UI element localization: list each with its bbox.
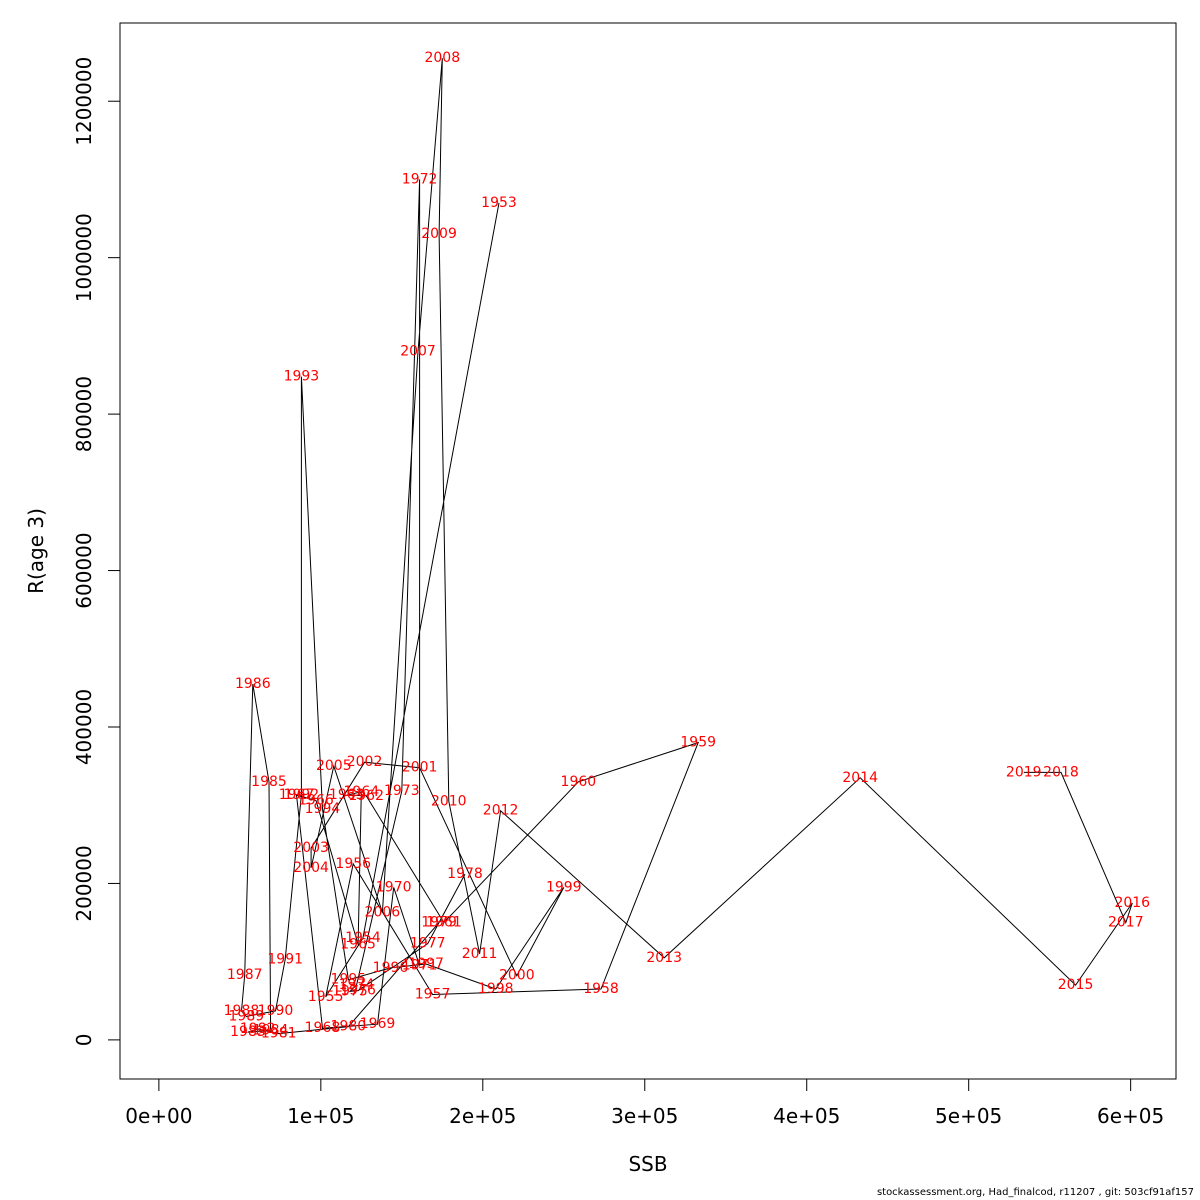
- x-tick-label: 1e+05: [287, 1104, 354, 1128]
- point-label-1959: 1959: [680, 735, 716, 751]
- series-trajectory-line: [240, 58, 1133, 1035]
- point-label-1994: 1994: [305, 801, 341, 817]
- point-label-2016: 2016: [1114, 895, 1150, 911]
- y-tick-label: 1200000: [72, 57, 96, 146]
- point-label-1978: 1978: [447, 866, 483, 882]
- point-label-1971: 1971: [402, 958, 438, 974]
- point-label-1963: 1963: [329, 787, 365, 803]
- point-label-1976: 1976: [340, 983, 376, 999]
- point-label-2001: 2001: [402, 760, 438, 776]
- point-label-1964: 1964: [344, 784, 380, 800]
- point-label-2015: 2015: [1058, 977, 1094, 993]
- point-label-1980: 1980: [331, 1019, 367, 1035]
- point-label-1958: 1958: [583, 981, 619, 997]
- point-label-2013: 2013: [646, 950, 682, 966]
- y-tick-label: 0: [72, 1034, 96, 1047]
- point-label-1995: 1995: [331, 972, 367, 988]
- x-tick-label: 0e+00: [125, 1104, 192, 1128]
- point-label-2006: 2006: [365, 904, 401, 920]
- point-label-1992: 1992: [284, 787, 320, 803]
- point-label-1975: 1975: [332, 983, 368, 999]
- x-tick-label: 5e+05: [935, 1104, 1002, 1128]
- y-axis-title: R(age 3): [24, 508, 48, 594]
- point-label-2018: 2018: [1043, 764, 1079, 780]
- point-label-1988: 1988: [224, 1003, 260, 1019]
- y-axis: 0 200000 400000 600000 800000 1000000 1200000: [72, 57, 121, 1047]
- x-tick-label: 3e+05: [611, 1104, 678, 1128]
- point-label-1989: 1989: [229, 1008, 265, 1024]
- point-label-2019: 2019: [1006, 764, 1042, 780]
- point-label-1966: 1966: [298, 793, 334, 809]
- point-label-1982: 1982: [240, 1021, 276, 1037]
- point-label-1977: 1977: [410, 936, 446, 952]
- point-label-1957: 1957: [415, 987, 451, 1003]
- point-label-2007: 2007: [400, 344, 436, 360]
- point-label-1969: 1969: [360, 1016, 396, 1032]
- point-label-1974: 1974: [339, 977, 375, 993]
- point-label-2012: 2012: [483, 803, 519, 819]
- point-label-2009: 2009: [421, 226, 457, 242]
- point-label-1968: 1968: [305, 1020, 341, 1036]
- point-label-1990: 1990: [258, 1003, 294, 1019]
- point-label-1962: 1962: [348, 788, 384, 804]
- point-label-1999: 1999: [546, 879, 582, 895]
- point-label-2011: 2011: [462, 946, 498, 962]
- point-label-1981: 1981: [261, 1026, 297, 1042]
- x-axis-title: SSB: [628, 1152, 667, 1176]
- point-label-1956: 1956: [335, 856, 371, 872]
- point-label-1991: 1991: [267, 951, 303, 967]
- point-label-1961: 1961: [426, 915, 462, 931]
- x-tick-label: 2e+05: [449, 1104, 516, 1128]
- point-label-1997: 1997: [408, 956, 444, 972]
- point-label-1986: 1986: [235, 676, 271, 692]
- point-label-1967: 1967: [279, 787, 315, 803]
- point-label-1985: 1985: [251, 774, 287, 790]
- point-label-2017: 2017: [1108, 915, 1144, 931]
- point-label-1983: 1983: [230, 1024, 266, 1040]
- point-label-1955: 1955: [308, 989, 344, 1005]
- point-label-1970: 1970: [376, 879, 412, 895]
- point-label-1973: 1973: [384, 783, 420, 799]
- point-label-1987: 1987: [227, 967, 263, 983]
- y-tick-label: 200000: [72, 845, 96, 921]
- point-label-1996: 1996: [373, 960, 409, 976]
- point-label-2008: 2008: [424, 50, 460, 66]
- point-label-1993: 1993: [284, 369, 320, 385]
- point-label-2003: 2003: [293, 840, 329, 856]
- point-label-1972: 1972: [402, 171, 438, 187]
- point-label-2014: 2014: [842, 770, 878, 786]
- point-label-1954: 1954: [345, 930, 381, 946]
- point-label-1960: 1960: [561, 774, 597, 790]
- point-label-2005: 2005: [316, 758, 352, 774]
- point-label-2010: 2010: [431, 793, 467, 809]
- y-tick-label: 1000000: [72, 213, 96, 302]
- point-label-1984: 1984: [253, 1023, 289, 1039]
- point-label-1965: 1965: [340, 936, 376, 952]
- x-axis: 0e+00 1e+05 2e+05 3e+05 4e+05 5e+05 6e+05: [125, 1078, 1164, 1128]
- point-label-1953: 1953: [481, 195, 517, 211]
- point-labels: 1953 1954 1955 1956 1957 1958 1959 1960 1961 1962…: [224, 50, 1151, 1041]
- point-label-1998: 1998: [478, 981, 514, 997]
- footer-credit: stockassessment.org, Had_finalcod, r1120…: [876, 1187, 1194, 1198]
- point-label-2004: 2004: [293, 860, 329, 876]
- point-label-2000: 2000: [499, 968, 535, 984]
- x-tick-label: 4e+05: [773, 1104, 840, 1128]
- x-tick-label: 6e+05: [1097, 1104, 1164, 1128]
- y-tick-label: 600000: [72, 532, 96, 608]
- point-label-1979: 1979: [421, 915, 457, 931]
- y-tick-label: 800000: [72, 376, 96, 452]
- point-label-2002: 2002: [347, 754, 383, 770]
- y-tick-label: 400000: [72, 689, 96, 765]
